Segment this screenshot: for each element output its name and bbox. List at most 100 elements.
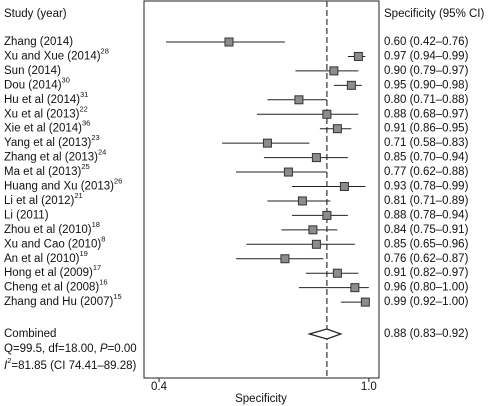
study-label: Xu and Cao (2010)8 xyxy=(4,234,105,250)
study-reference: 8 xyxy=(101,234,105,243)
study-label: Yang et al (2013)23 xyxy=(4,133,100,149)
study-label: Xu et al (2013)22 xyxy=(4,104,88,120)
plot-frame xyxy=(143,0,380,379)
study-label: Zhang (2014) xyxy=(4,36,73,48)
study-name: Xu and Cao (2010) xyxy=(4,238,101,250)
value-label: 0.96 (0.80–1.00) xyxy=(384,282,469,294)
point-estimate xyxy=(224,37,234,47)
point-estimate xyxy=(346,80,356,90)
value-label: 0.71 (0.58–0.83) xyxy=(384,137,469,149)
value-label: 0.95 (0.90–0.98) xyxy=(384,79,469,91)
study-label: An et al (2010)19 xyxy=(4,249,88,265)
study-reference: 25 xyxy=(81,162,89,171)
point-estimate xyxy=(350,283,360,293)
point-estimate xyxy=(311,239,321,249)
heterogeneity-i2: I2=81.85 (CI 74.41–89.28) xyxy=(4,356,137,372)
study-label: Xu and Xue (2014)28 xyxy=(4,46,109,62)
value-label: 0.99 (0.92–1.00) xyxy=(384,296,469,308)
value-label: 0.77 (0.62–0.88) xyxy=(384,166,469,178)
point-estimate xyxy=(311,153,321,163)
study-name: Xu et al (2013) xyxy=(4,108,80,120)
x-axis-title: Specificity xyxy=(235,393,287,405)
value-label: 0.97 (0.94–0.99) xyxy=(384,50,469,62)
value-label: 0.81 (0.71–0.89) xyxy=(384,195,469,207)
study-name: Li (2011) xyxy=(4,209,49,221)
heterogeneity-q: Q=99.5, df=18.00, P=0.00 xyxy=(4,343,137,355)
study-reference: 17 xyxy=(93,263,101,272)
study-label: Zhang and Hu (2007)15 xyxy=(4,292,122,308)
value-label: 0.85 (0.70–0.94) xyxy=(384,152,469,164)
study-name: Zhang (2014) xyxy=(4,36,73,48)
point-estimate xyxy=(353,51,363,61)
point-estimate xyxy=(308,225,318,235)
point-estimate xyxy=(294,95,304,105)
study-name: Ma et al (2013) xyxy=(4,166,82,178)
study-name: Yang et al (2013) xyxy=(4,137,92,149)
study-reference: 36 xyxy=(82,119,90,128)
combined-diamond xyxy=(307,328,343,340)
value-label: 0.60 (0.42–0.76) xyxy=(384,36,469,48)
study-reference: 16 xyxy=(99,278,107,287)
study-reference: 28 xyxy=(101,46,109,55)
value-label: 0.76 (0.62–0.87) xyxy=(384,253,469,265)
value-label: 0.85 (0.65–0.96) xyxy=(384,238,469,250)
point-estimate xyxy=(329,66,339,76)
study-reference: 15 xyxy=(113,292,121,301)
study-reference: 23 xyxy=(91,133,99,142)
study-reference: 26 xyxy=(114,176,122,185)
study-label: Huang and Xu (2013)26 xyxy=(4,176,122,192)
study-name: Sun (2014) xyxy=(4,65,61,77)
value-label: 0.93 (0.78–0.99) xyxy=(384,181,469,193)
i-sup: 2 xyxy=(7,356,11,365)
i-text: =81.85 (CI 74.41–89.28) xyxy=(11,360,136,372)
value-label: 0.91 (0.86–0.95) xyxy=(384,123,469,135)
study-reference: 31 xyxy=(80,90,88,99)
study-reference: 24 xyxy=(98,148,106,157)
x-tick-label: 1.0 xyxy=(361,381,377,393)
combined-label: Combined xyxy=(4,328,56,340)
study-name: Dou (2014) xyxy=(4,79,62,91)
study-name: Li et al (2012) xyxy=(4,195,74,207)
point-estimate xyxy=(322,210,332,220)
study-reference: 21 xyxy=(74,191,82,200)
i-symbol: I xyxy=(4,360,8,372)
p-symbol: P xyxy=(100,343,108,355)
study-reference: 22 xyxy=(79,104,87,113)
value-label: 0.80 (0.71–0.88) xyxy=(384,94,469,106)
point-estimate xyxy=(332,124,342,134)
point-estimate xyxy=(283,167,293,177)
study-label: Sun (2014) xyxy=(4,65,61,77)
value-label: 0.88 (0.78–0.94) xyxy=(384,209,469,221)
study-name: Zhang et al (2013) xyxy=(4,152,98,164)
point-estimate xyxy=(339,182,349,191)
study-label: Zhou et al (2010)18 xyxy=(4,220,100,236)
value-label: 0.84 (0.75–0.91) xyxy=(384,224,469,236)
point-estimate xyxy=(280,254,290,264)
study-name: An et al (2010) xyxy=(4,253,80,265)
study-reference: 30 xyxy=(62,75,70,84)
value-label: 0.91 (0.82–0.97) xyxy=(384,267,469,279)
study-name: Hong et al (2009) xyxy=(4,267,93,279)
study-name: Cheng et al (2008) xyxy=(4,282,99,294)
q-text: Q=99.5, df=18.00, xyxy=(4,343,100,355)
study-reference: 19 xyxy=(79,249,87,258)
study-label: Li (2011) xyxy=(4,209,49,221)
value-label: 0.88 (0.68–0.97) xyxy=(384,108,469,120)
study-label: Xie et al (2014)36 xyxy=(4,119,90,135)
study-label: Zhang et al (2013)24 xyxy=(4,148,106,164)
study-name: Huang and Xu (2013) xyxy=(4,181,114,193)
study-name: Xu and Xue (2014) xyxy=(4,50,101,62)
value-label: 0.90 (0.79–0.97) xyxy=(384,65,469,77)
p-text: =0.00 xyxy=(108,343,137,355)
study-label: Li et al (2012)21 xyxy=(4,191,83,207)
study-reference: 18 xyxy=(92,220,100,229)
point-estimate xyxy=(322,109,332,119)
point-estimate xyxy=(297,196,307,206)
study-label: Hong et al (2009)17 xyxy=(4,263,101,279)
study-name: Hu et al (2014) xyxy=(4,94,80,106)
point-estimate xyxy=(332,268,342,278)
point-estimate xyxy=(360,297,370,307)
study-label: Hu et al (2014)31 xyxy=(4,90,88,106)
point-estimate xyxy=(262,138,272,148)
